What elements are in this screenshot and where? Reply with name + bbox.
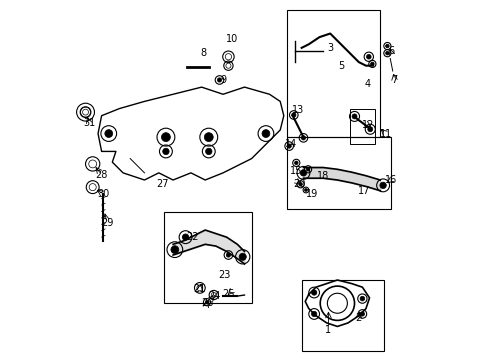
Circle shape [161,133,170,141]
Text: 20: 20 [293,179,305,189]
Circle shape [360,312,364,316]
Circle shape [182,234,188,240]
Text: 24: 24 [207,291,220,301]
Text: 30: 30 [97,189,109,199]
Text: 8: 8 [200,48,206,58]
Circle shape [311,311,316,317]
Text: 25: 25 [222,289,234,299]
Text: 5: 5 [337,61,344,71]
Text: 26: 26 [201,298,213,308]
Text: 17: 17 [357,186,369,196]
Circle shape [385,44,388,48]
Text: 1: 1 [325,325,331,335]
Text: 4: 4 [364,78,370,89]
Circle shape [104,130,112,138]
Circle shape [163,148,169,155]
Circle shape [304,189,307,192]
Text: 29: 29 [101,218,113,228]
Text: 31: 31 [83,118,95,128]
Text: 19: 19 [305,189,318,199]
Circle shape [226,253,230,257]
Text: 23: 23 [218,270,230,280]
Text: 12: 12 [361,120,373,130]
Circle shape [359,296,364,301]
Text: 7: 7 [390,75,397,85]
Text: 27: 27 [156,179,168,189]
Text: 13: 13 [291,105,304,115]
Bar [349,109,374,144]
Bar [301,280,383,351]
Circle shape [205,300,208,304]
Text: 22: 22 [186,232,199,242]
Bar [287,10,380,137]
Text: 28: 28 [95,170,107,180]
Circle shape [305,167,309,171]
Circle shape [262,130,269,138]
Circle shape [379,182,386,189]
Circle shape [217,78,221,82]
Text: 21: 21 [193,284,205,294]
Circle shape [301,136,305,140]
Circle shape [294,161,298,165]
Bar [164,212,251,303]
Circle shape [204,133,213,141]
Circle shape [351,114,356,119]
Text: 9: 9 [220,75,225,85]
Circle shape [385,51,388,55]
Text: 3: 3 [326,43,333,53]
Circle shape [298,183,302,186]
Circle shape [286,144,291,148]
Circle shape [367,127,372,132]
Circle shape [171,246,179,253]
Text: 10: 10 [225,34,238,44]
Circle shape [205,148,212,155]
Text: 2: 2 [355,312,361,323]
Circle shape [370,62,373,66]
Text: 16: 16 [384,175,396,185]
Circle shape [366,54,370,59]
Text: 6: 6 [387,46,393,57]
Text: 14: 14 [284,139,296,149]
Bar [287,137,390,208]
Circle shape [311,290,316,295]
Circle shape [291,113,295,117]
Text: 18: 18 [316,171,328,181]
Circle shape [239,253,246,260]
Circle shape [300,170,306,176]
Text: 11: 11 [379,129,391,139]
Text: 15: 15 [289,166,302,176]
